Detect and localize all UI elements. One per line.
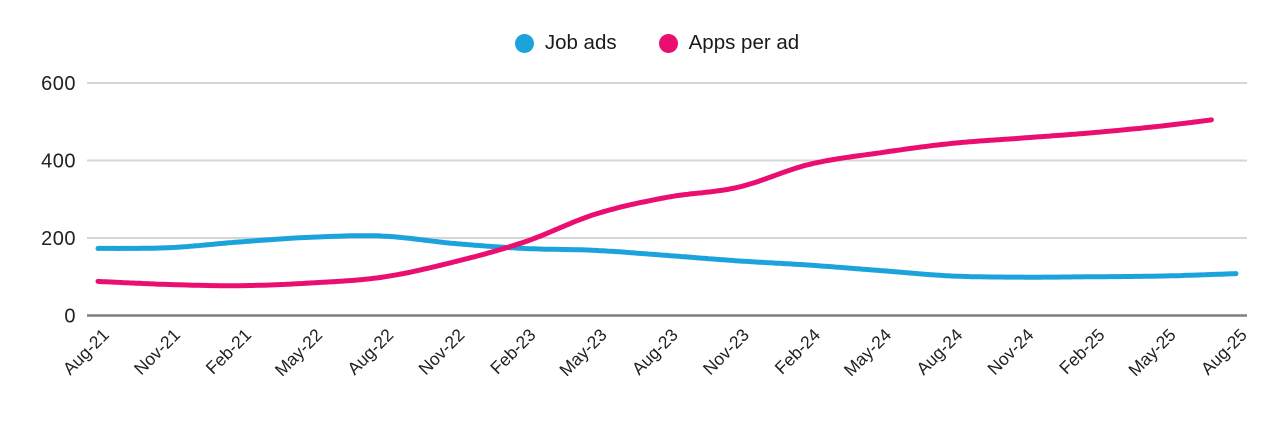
x-axis-tick-label: May-23	[555, 325, 610, 380]
x-axis-tick-label: May-22	[271, 325, 326, 380]
x-axis-tick-label: Aug-21	[59, 325, 113, 379]
y-axis-tick-label: 200	[41, 228, 76, 250]
legend-label-job-ads: Job ads	[544, 31, 617, 54]
x-axis-tick-label: Feb-23	[486, 325, 539, 378]
x-axis-tick-label: Nov-22	[414, 325, 468, 379]
legend-label-apps-per-ad: Apps per ad	[688, 31, 800, 54]
legend-dot-job-ads-icon	[514, 33, 534, 53]
legend-item-job-ads: Job ads	[514, 31, 617, 54]
x-axis-tick-label: May-25	[1124, 325, 1179, 380]
x-axis-tick-label: Feb-21	[202, 325, 255, 378]
y-axis-tick-label: 0	[64, 306, 76, 328]
x-axis-tick-label: Nov-24	[983, 325, 1037, 379]
x-axis-tick-label: Aug-23	[628, 325, 682, 379]
x-axis-tick-label: Aug-22	[343, 325, 397, 379]
y-axis-tick-label: 400	[41, 151, 76, 173]
x-axis-tick-label: Nov-23	[699, 325, 753, 379]
series-line-job-ads	[95, 233, 1239, 280]
legend-dot-apps-per-ad-icon	[658, 33, 678, 53]
legend-item-apps-per-ad: Apps per ad	[658, 31, 800, 54]
y-axis-tick-label: 600	[41, 73, 76, 95]
series-line-apps-per-ad	[95, 117, 1214, 289]
x-axis-tick-label: Feb-25	[1055, 325, 1108, 378]
chart-legend: Job ads Apps per ad	[0, 31, 1280, 54]
x-axis-tick-label: Aug-24	[912, 325, 966, 379]
x-axis-tick-label: May-24	[840, 325, 896, 381]
x-axis-tick-label: Nov-21	[130, 325, 184, 379]
x-axis-tick-label: Feb-24	[771, 325, 825, 379]
x-axis-tick-label: Aug-25	[1197, 325, 1251, 379]
